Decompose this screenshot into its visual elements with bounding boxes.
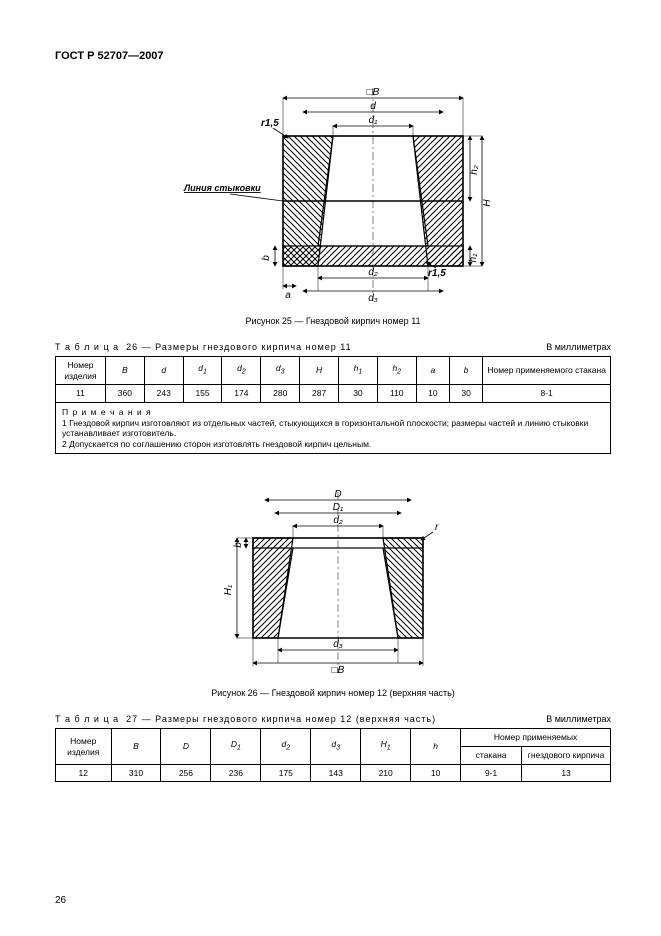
doc-standard: ГОСТ Р 52707—2007 [55, 50, 611, 62]
page-number: 26 [55, 895, 66, 906]
label-join: Линия стыковки [183, 183, 261, 193]
fig26-caption: Рисунок 26 — Гнездовой кирпич номер 12 (… [55, 688, 611, 698]
dim-b: b [261, 255, 272, 261]
dim-bb: b [233, 542, 244, 548]
table-27: Номер изделия B D D1 d2 d3 H1 h Номер пр… [55, 728, 611, 782]
dim-h2: h₂ [469, 165, 480, 175]
dim-H: H [482, 199, 493, 207]
dim-H1: H₁ [223, 585, 234, 595]
dim-r: r [435, 522, 439, 533]
dim-r15-bot: r1,5 [428, 268, 446, 279]
fig25-caption: Рисунок 25 — Гнездовой кирпич номер 11 [55, 316, 611, 326]
table-26: Номер изделия B d d1 d2 d3 H h1 h2 a b Н… [55, 356, 611, 454]
figure-26: D D₁ d₂ r H₁ b d₃ □B [55, 478, 611, 678]
figure-25: □B d d₁ r1,5 Линия стыковки H h₂ h₁ [55, 76, 611, 306]
dim-a: a [285, 290, 291, 301]
table26-header: Т а б л и ц а 26 — Размеры гнездового ки… [55, 342, 611, 352]
dim-h1: h₁ [468, 254, 479, 263]
table27-header: Т а б л и ц а 27 — Размеры гнездового ки… [55, 714, 611, 724]
dim-r15-top: r1,5 [261, 118, 279, 129]
